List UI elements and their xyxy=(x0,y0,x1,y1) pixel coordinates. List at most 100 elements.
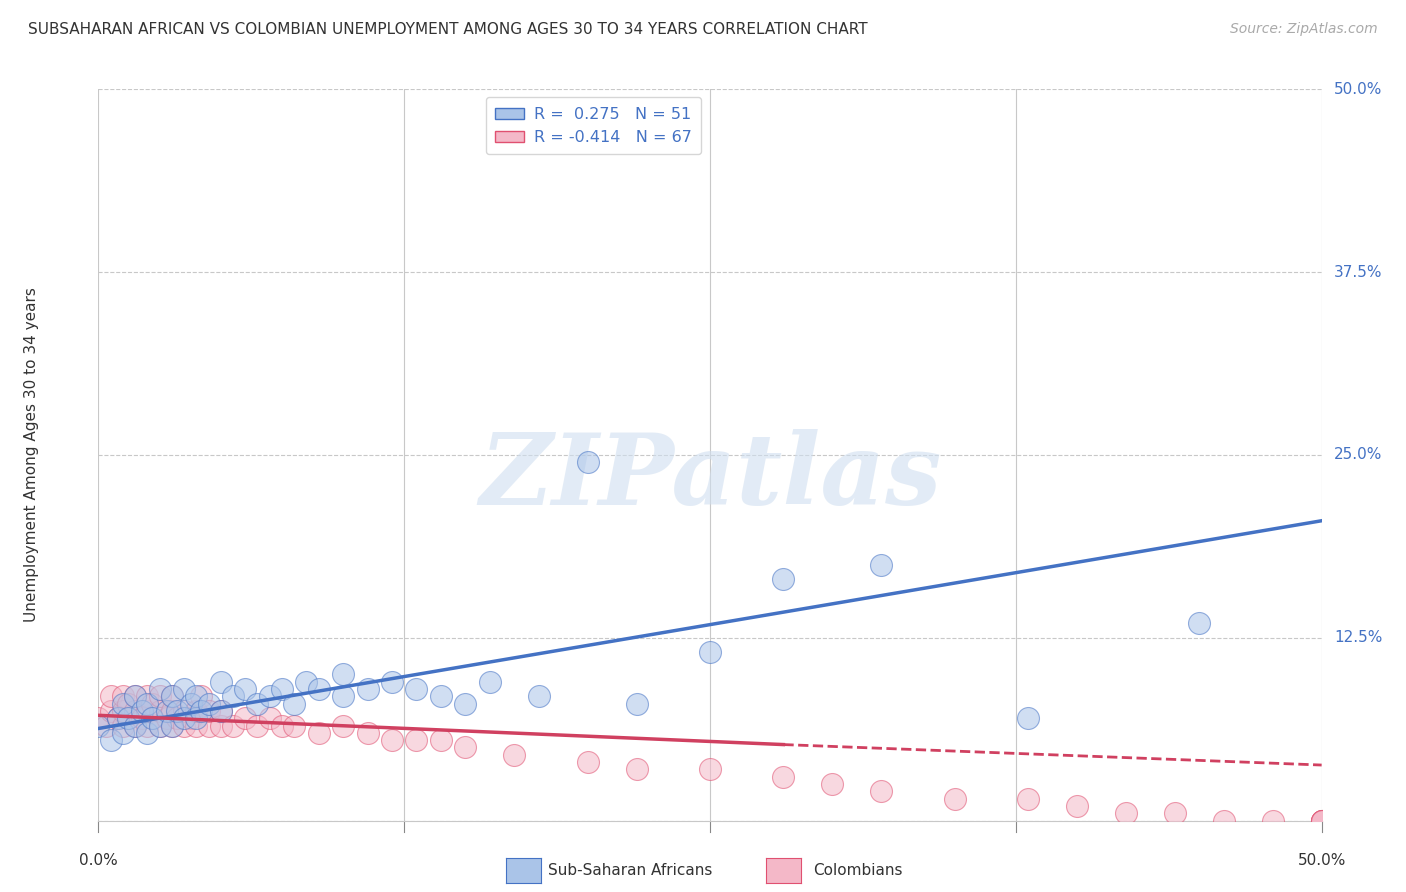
Point xyxy=(149,690,172,704)
Point xyxy=(209,704,232,718)
Point xyxy=(124,704,146,718)
Point xyxy=(160,690,183,704)
Point xyxy=(356,726,378,740)
Point xyxy=(173,704,195,718)
Point xyxy=(173,681,195,696)
Point xyxy=(124,718,146,732)
Point xyxy=(430,733,453,747)
Point xyxy=(283,697,305,711)
Point xyxy=(308,726,330,740)
Point xyxy=(190,690,212,704)
Point xyxy=(209,718,232,732)
Point xyxy=(332,690,354,704)
Point xyxy=(1017,791,1039,805)
Text: SUBSAHARAN AFRICAN VS COLOMBIAN UNEMPLOYMENT AMONG AGES 30 TO 34 YEARS CORRELATI: SUBSAHARAN AFRICAN VS COLOMBIAN UNEMPLOY… xyxy=(28,22,868,37)
Point xyxy=(454,740,477,755)
Point xyxy=(308,681,330,696)
Point xyxy=(332,718,354,732)
Point xyxy=(430,690,453,704)
Point xyxy=(166,704,188,718)
Point xyxy=(166,711,188,725)
Point xyxy=(160,704,183,718)
Point xyxy=(180,697,202,711)
Point xyxy=(259,690,281,704)
Point xyxy=(107,711,129,725)
Point xyxy=(626,697,648,711)
Point xyxy=(1188,616,1211,631)
Point xyxy=(405,681,427,696)
Point xyxy=(1310,814,1333,828)
Text: Unemployment Among Ages 30 to 34 years: Unemployment Among Ages 30 to 34 years xyxy=(24,287,38,623)
Point xyxy=(527,690,550,704)
Point xyxy=(1310,814,1333,828)
Point xyxy=(1212,814,1234,828)
Point xyxy=(87,711,110,725)
Point xyxy=(356,681,378,696)
Text: Colombians: Colombians xyxy=(813,863,903,878)
Point xyxy=(233,711,256,725)
Point xyxy=(111,704,134,718)
Text: 12.5%: 12.5% xyxy=(1334,631,1382,645)
Text: 50.0%: 50.0% xyxy=(1334,82,1382,96)
Point xyxy=(160,690,183,704)
Point xyxy=(332,667,354,681)
Point xyxy=(136,718,159,732)
Point xyxy=(100,704,122,718)
Point xyxy=(136,690,159,704)
Point xyxy=(259,711,281,725)
Point xyxy=(454,697,477,711)
Point xyxy=(100,690,122,704)
Point xyxy=(190,704,212,718)
Point xyxy=(1164,806,1187,821)
Text: Sub-Saharan Africans: Sub-Saharan Africans xyxy=(548,863,713,878)
Point xyxy=(94,718,117,732)
Point xyxy=(160,718,183,732)
Point xyxy=(136,726,159,740)
Point xyxy=(576,455,599,469)
Point xyxy=(156,711,179,725)
Point xyxy=(405,733,427,747)
Point xyxy=(870,558,893,572)
Point xyxy=(131,704,153,718)
Point xyxy=(222,718,245,732)
Point xyxy=(381,674,404,689)
Point xyxy=(270,681,294,696)
Text: 0.0%: 0.0% xyxy=(79,853,118,868)
Text: 50.0%: 50.0% xyxy=(1298,853,1346,868)
Point xyxy=(111,718,134,732)
Point xyxy=(156,704,179,718)
Point xyxy=(186,704,208,718)
Point xyxy=(136,704,159,718)
Point xyxy=(478,674,501,689)
Point xyxy=(699,645,721,659)
Text: ZIPatlas: ZIPatlas xyxy=(479,429,941,525)
Point xyxy=(124,690,146,704)
Point xyxy=(283,718,305,732)
Point xyxy=(149,718,172,732)
Point xyxy=(111,690,134,704)
Point xyxy=(222,690,245,704)
Point xyxy=(131,711,153,725)
Text: 37.5%: 37.5% xyxy=(1334,265,1382,279)
Point xyxy=(870,784,893,798)
Point xyxy=(821,777,844,791)
Point xyxy=(772,572,794,586)
Point xyxy=(1261,814,1284,828)
Text: Source: ZipAtlas.com: Source: ZipAtlas.com xyxy=(1230,22,1378,37)
Legend: R =  0.275   N = 51, R = -0.414   N = 67: R = 0.275 N = 51, R = -0.414 N = 67 xyxy=(485,97,702,154)
Point xyxy=(107,711,129,725)
Point xyxy=(381,733,404,747)
Point xyxy=(1310,814,1333,828)
Point xyxy=(246,718,269,732)
Point xyxy=(186,690,208,704)
Point xyxy=(124,718,146,732)
Point xyxy=(576,755,599,769)
Point xyxy=(173,718,195,732)
Point xyxy=(111,726,134,740)
Point xyxy=(141,697,163,711)
Point xyxy=(124,690,146,704)
Point xyxy=(1310,814,1333,828)
Point xyxy=(246,697,269,711)
Point xyxy=(270,718,294,732)
Point xyxy=(87,718,110,732)
